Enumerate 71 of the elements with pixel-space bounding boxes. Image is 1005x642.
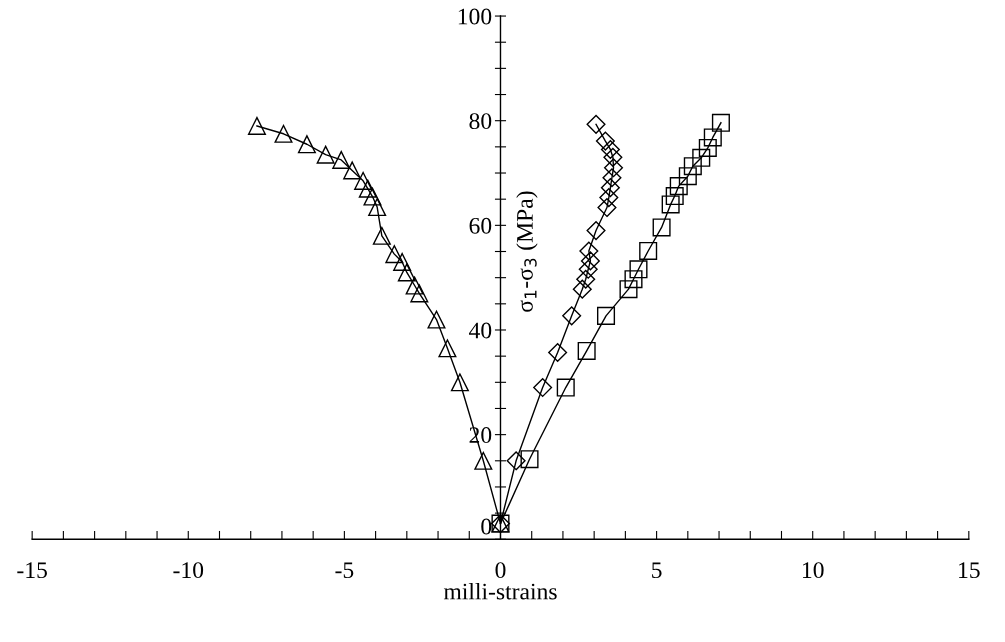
point: [595, 131, 615, 151]
point: [316, 145, 335, 164]
x-tick-label: 5: [652, 562, 662, 579]
point: [629, 260, 648, 279]
x-tick-label: 0: [495, 562, 506, 579]
point: [332, 150, 351, 169]
point: [274, 124, 293, 143]
x-tick-label: 15: [959, 562, 980, 579]
point: [603, 147, 623, 167]
y-tick-label: 100: [458, 8, 492, 25]
point: [450, 373, 469, 392]
y-tick-label: 40: [469, 322, 492, 339]
point: [354, 171, 373, 190]
point: [578, 259, 598, 279]
point: [624, 270, 643, 289]
point: [520, 450, 539, 469]
point: [603, 158, 624, 178]
point: [506, 451, 526, 471]
point: [577, 341, 596, 360]
point: [247, 116, 266, 135]
point: [533, 378, 553, 398]
point: [639, 241, 658, 261]
x-tick-label: -5: [335, 562, 354, 579]
point: [586, 221, 606, 241]
point: [368, 198, 387, 217]
point: [661, 195, 680, 214]
point: [600, 139, 620, 160]
point: [562, 306, 582, 326]
x-tick-label: 10: [802, 562, 824, 579]
point: [363, 187, 382, 206]
point: [438, 339, 457, 358]
x-axis-title: milli-strains: [443, 582, 557, 600]
point: [692, 148, 711, 167]
x-tick-label: -15: [17, 562, 47, 579]
point: [665, 187, 684, 206]
point: [427, 310, 446, 329]
point: [572, 279, 592, 299]
point: [474, 451, 493, 470]
point: [393, 252, 412, 271]
y-tick-label: 60: [469, 217, 492, 234]
x-tick-label: -10: [173, 562, 204, 579]
point: [600, 178, 620, 198]
point: [397, 263, 416, 282]
y-axis-title: σ$_{1}$-σ$_{3}$ (MPa): [516, 191, 538, 312]
point: [358, 179, 377, 198]
point: [385, 245, 404, 264]
point: [576, 269, 596, 289]
point: [652, 218, 671, 237]
point: [703, 128, 722, 147]
point: [619, 280, 638, 299]
point: [669, 177, 688, 196]
point: [343, 161, 362, 180]
point: [596, 306, 616, 325]
point: [586, 114, 606, 134]
point: [556, 378, 575, 397]
point: [580, 251, 600, 271]
point: [711, 113, 730, 132]
point: [683, 157, 702, 176]
point: [410, 284, 429, 303]
point: [597, 198, 617, 218]
point: [372, 226, 391, 245]
point: [579, 241, 599, 261]
point: [405, 276, 424, 295]
point: [297, 135, 316, 154]
point: [599, 188, 619, 208]
y-tick-label: 80: [469, 113, 492, 130]
y-tick-label: 0: [481, 518, 492, 535]
point: [548, 342, 568, 363]
point: [602, 168, 622, 188]
point: [698, 138, 717, 157]
point: [678, 167, 697, 186]
